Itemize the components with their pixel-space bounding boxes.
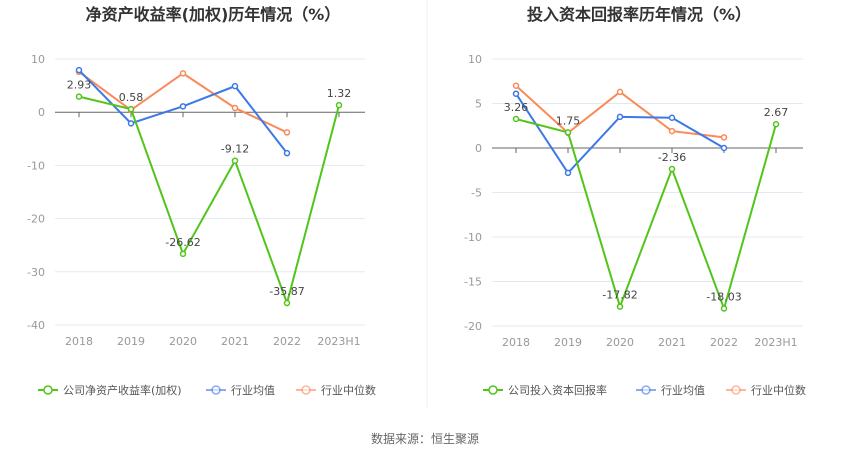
data-label: -18.03	[706, 290, 741, 303]
data-point-company[interactable]	[720, 305, 728, 312]
data-point-median[interactable]	[283, 129, 291, 136]
legend-item-company[interactable]: 公司净资产收益率(加权)	[38, 383, 182, 397]
data-point-median[interactable]	[720, 134, 728, 141]
data-point-mean[interactable]	[720, 144, 728, 152]
y-tick-label: 0	[475, 142, 482, 155]
data-point-company[interactable]	[512, 115, 520, 123]
x-tick-label: 2021	[221, 335, 249, 348]
data-point-median[interactable]	[512, 82, 520, 89]
series-line-company	[78, 95, 340, 307]
x-tick-label: 2019	[117, 335, 145, 348]
legend-item-mean[interactable]: 行业均值	[636, 384, 705, 397]
legend-marker	[43, 385, 53, 395]
chart-title: 投入资本回报率历年情况（%）	[527, 5, 751, 24]
y-tick-label: -20	[464, 320, 482, 333]
data-point-mean[interactable]	[127, 120, 135, 127]
data-point-median[interactable]	[616, 88, 624, 96]
chart-1: 净资产收益率(加权)历年情况（%） 10 0 -10 -20 -30 -40 2018 2019…	[27, 5, 376, 397]
data-label: 1.75	[556, 114, 581, 127]
y-tick-label: -40	[27, 319, 45, 332]
legend-item-median[interactable]: 行业中位数	[726, 383, 806, 397]
data-point-company[interactable]	[772, 120, 780, 128]
data-point-mean[interactable]	[231, 82, 239, 90]
data-label: -17.82	[602, 289, 637, 302]
data-point-company[interactable]	[179, 250, 187, 258]
chart-2: 投入资本回报率历年情况（%） 10 5 0 -5 -10 -15 -20 2018 2019 202…	[464, 5, 806, 397]
legend-item-mean[interactable]: 行业均值	[206, 384, 275, 397]
data-label: -26.62	[165, 236, 200, 249]
series-line-company	[515, 118, 777, 312]
legend-label: 行业均值	[231, 384, 275, 397]
data-point-company[interactable]	[668, 165, 676, 173]
data-label: -9.12	[221, 143, 249, 156]
y-tick-label: 10	[468, 53, 482, 66]
source-text: 数据来源：恒生聚源	[371, 431, 479, 446]
data-point-company[interactable]	[75, 93, 83, 100]
data-point-mean[interactable]	[512, 90, 520, 97]
legend-label: 行业中位数	[751, 383, 806, 397]
legend-label: 公司投入资本回报率	[508, 383, 607, 397]
legend-label: 行业中位数	[321, 383, 376, 397]
y-tick-label: -10	[27, 159, 45, 172]
x-tick-label: 2018	[65, 335, 93, 348]
data-label: 1.32	[327, 87, 352, 100]
legend-label: 公司净资产收益率(加权)	[63, 383, 182, 397]
x-tick-label: 2021	[658, 336, 686, 349]
x-tick-label: 2022	[710, 336, 738, 349]
y-tick-label: -10	[464, 231, 482, 244]
legend-item-company[interactable]: 公司投入资本回报率	[483, 383, 607, 397]
data-point-company[interactable]	[283, 299, 291, 307]
legend-marker	[301, 385, 311, 395]
data-label: -2.36	[658, 151, 686, 164]
data-label: 2.93	[67, 79, 92, 92]
data-point-company[interactable]	[564, 129, 572, 136]
data-point-company[interactable]	[127, 105, 135, 113]
x-tick-label: 2020	[606, 336, 634, 349]
data-point-median[interactable]	[179, 70, 187, 77]
data-point-mean[interactable]	[564, 169, 572, 177]
y-tick-label: 0	[38, 106, 45, 119]
legend-marker	[488, 385, 498, 395]
y-tick-label: -30	[27, 266, 45, 279]
legend-marker	[211, 385, 221, 395]
data-label: 2.67	[764, 106, 789, 119]
y-tick-label: 5	[475, 98, 482, 111]
x-tick-label: 2023H1	[317, 335, 360, 348]
data-label: 0.58	[119, 91, 144, 104]
data-label: 3.26	[504, 101, 529, 114]
y-tick-label: 10	[31, 53, 45, 66]
data-point-mean[interactable]	[616, 113, 624, 121]
data-point-company[interactable]	[335, 101, 343, 109]
data-label: -35.87	[269, 285, 304, 298]
x-tick-label: 2020	[169, 335, 197, 348]
legend-marker	[731, 385, 741, 395]
x-tick-label: 2019	[554, 336, 582, 349]
data-point-company[interactable]	[616, 303, 624, 310]
data-point-mean[interactable]	[179, 103, 187, 110]
data-point-mean[interactable]	[668, 114, 676, 121]
data-point-median[interactable]	[668, 127, 676, 135]
y-tick-label: -15	[464, 276, 482, 289]
legend-marker	[641, 385, 651, 395]
data-point-mean[interactable]	[75, 66, 83, 74]
y-tick-label: -20	[27, 213, 45, 226]
y-tick-label: -5	[471, 187, 482, 200]
x-tick-label: 2018	[502, 336, 530, 349]
x-tick-label: 2023H1	[754, 336, 797, 349]
data-point-company[interactable]	[231, 157, 239, 164]
chart-title: 净资产收益率(加权)历年情况（%）	[86, 5, 341, 24]
data-point-median[interactable]	[231, 104, 239, 112]
series-line-mean	[78, 69, 288, 154]
x-tick-label: 2022	[273, 335, 301, 348]
legend-label: 行业均值	[661, 384, 705, 397]
data-point-mean[interactable]	[283, 149, 291, 157]
legend-item-median[interactable]: 行业中位数	[296, 383, 376, 397]
